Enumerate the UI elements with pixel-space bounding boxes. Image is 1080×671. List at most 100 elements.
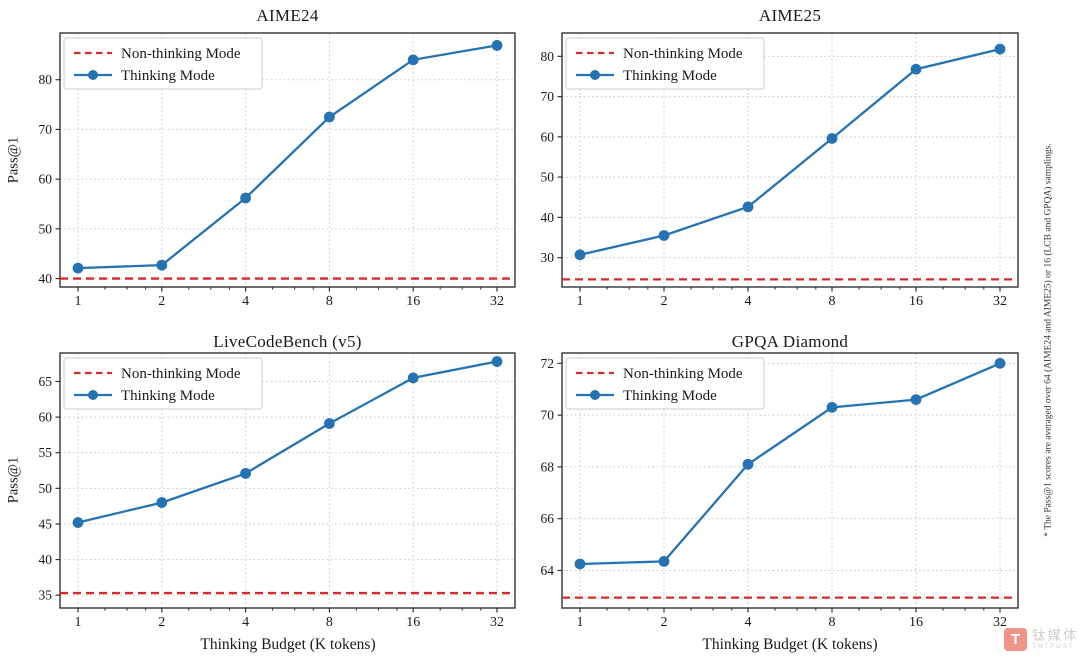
x-axis-label-livecodebench: Thinking Budget (K tokens) <box>200 636 376 653</box>
data-point <box>658 230 670 241</box>
tmtpost-logo-icon: T <box>1004 628 1027 651</box>
y-tick-label: 50 <box>39 481 53 496</box>
data-point <box>324 418 335 429</box>
plot-aime24: 1 2 4 8 16 32 40 50 60 70 80 Non-thinking Mode Think… <box>39 32 516 309</box>
data-point <box>491 356 503 367</box>
x-axis: 1 2 4 8 16 32 <box>577 608 1007 630</box>
y-tick-label: 65 <box>39 374 53 389</box>
data-point <box>240 192 252 204</box>
y-tick-label: 70 <box>39 122 53 137</box>
data-point <box>658 556 670 567</box>
chart-title-aime24: AIME24 <box>256 6 319 25</box>
x-tick-label: 32 <box>993 615 1007 630</box>
x-tick-label: 32 <box>490 615 504 630</box>
data-point <box>72 262 84 274</box>
x-axis: 1 2 4 8 16 32 <box>75 287 504 309</box>
footnote: * The Pass@1 scores are averaged over 64… <box>1043 143 1054 537</box>
x-tick-label: 8 <box>326 294 333 309</box>
y-tick-label: 80 <box>39 72 53 87</box>
plot-border <box>59 352 516 609</box>
data-point <box>826 401 838 413</box>
x-tick-label: 16 <box>406 294 420 309</box>
y-tick-label: 60 <box>541 129 555 144</box>
legend-label-non-thinking: Non-thinking Mode <box>623 46 743 62</box>
y-tick-label: 40 <box>39 552 53 567</box>
y-tick-label: 68 <box>541 459 555 474</box>
legend: Non-thinking Mode Thinking Mode <box>565 37 765 90</box>
legend-label-non-thinking: Non-thinking Mode <box>623 366 743 382</box>
legend-label-thinking: Thinking Mode <box>623 68 717 84</box>
tmtpost-logo-letter: T <box>1010 631 1021 648</box>
chart-title-livecodebench: LiveCodeBench (v5) <box>213 332 362 351</box>
y-tick-label: 50 <box>39 221 53 236</box>
x-tick-label: 8 <box>829 294 836 309</box>
data-point <box>407 372 419 384</box>
y-tick-label: 72 <box>541 356 555 371</box>
legend-label-thinking: Thinking Mode <box>121 388 215 404</box>
x-tick-label: 2 <box>158 615 165 630</box>
x-tick-label: 4 <box>745 615 752 630</box>
thinking-line <box>77 44 498 270</box>
y-tick-label: 40 <box>541 210 555 225</box>
data-point <box>994 357 1006 369</box>
y-tick-label: 55 <box>39 445 53 460</box>
watermark: T 钛媒体 TMTPOST <box>1004 628 1079 651</box>
x-axis-label-gpqa-diamond: Thinking Budget (K tokens) <box>702 636 878 653</box>
y-tick-label: 70 <box>541 408 555 423</box>
legend: Non-thinking Mode Thinking Mode <box>63 357 263 410</box>
x-tick-label: 16 <box>909 615 923 630</box>
gridlines <box>60 353 515 608</box>
x-tick-label: 32 <box>993 294 1007 309</box>
x-tick-label: 2 <box>158 294 165 309</box>
data-point <box>910 63 922 75</box>
x-tick-label: 1 <box>577 615 584 630</box>
chart-gpqa-diamond: GPQA Diamond 1 2 4 8 16 32 64 66 68 70 72 Non-think… <box>540 330 1080 671</box>
chart-title-aime25: AIME25 <box>758 6 822 25</box>
y-tick-label: 70 <box>541 89 555 104</box>
thinking-line <box>579 47 1001 256</box>
x-tick-label: 16 <box>406 615 420 630</box>
data-point <box>826 133 838 144</box>
data-point <box>156 259 168 271</box>
watermark-name-cn: 钛媒体 <box>1032 627 1079 643</box>
data-point <box>574 558 586 570</box>
plot-border <box>561 352 1019 609</box>
plot-gpqa-diamond: 1 2 4 8 16 32 64 66 68 70 72 Non-thinking Mode Think… <box>541 352 1019 630</box>
gridlines <box>562 353 1018 608</box>
x-tick-label: 4 <box>242 294 249 309</box>
y-tick-label: 66 <box>541 511 555 526</box>
x-tick-label: 32 <box>490 294 504 309</box>
data-point <box>72 517 84 528</box>
legend: Non-thinking Mode Thinking Mode <box>565 357 765 410</box>
x-tick-label: 1 <box>577 294 584 309</box>
y-axis: 35 40 45 50 55 60 65 <box>39 374 60 603</box>
x-tick-label: 4 <box>242 615 249 630</box>
x-tick-label: 1 <box>75 294 82 309</box>
data-point <box>240 467 252 479</box>
x-tick-label: 8 <box>326 615 333 630</box>
y-tick-label: 45 <box>39 516 53 531</box>
chart-aime24: AIME24 Pass@1 1 2 4 8 16 32 40 50 60 70 80 Non-thin… <box>0 0 540 330</box>
x-tick-label: 2 <box>661 615 668 630</box>
legend: Non-thinking Mode Thinking Mode <box>63 37 263 90</box>
chart-title-gpqa-diamond: GPQA Diamond <box>731 332 849 351</box>
data-point <box>407 54 419 66</box>
y-tick-label: 60 <box>39 410 53 425</box>
y-axis: 30 40 50 60 70 80 <box>541 49 562 265</box>
x-tick-label: 4 <box>745 294 752 309</box>
y-tick-label: 64 <box>541 563 555 578</box>
y-axis: 64 66 68 70 72 <box>541 356 562 578</box>
thinking-line <box>77 360 498 524</box>
x-tick-label: 1 <box>75 615 82 630</box>
chart-aime25: AIME25 1 2 4 8 16 32 30 40 50 60 70 80 Non-thinking … <box>540 0 1080 330</box>
y-tick-label: 80 <box>541 49 555 64</box>
plot-livecodebench: 1 2 4 8 16 32 35 40 45 50 55 60 65 Non-thinking Mode T… <box>39 352 516 630</box>
x-axis: 1 2 4 8 16 32 <box>577 287 1007 309</box>
y-tick-label: 50 <box>541 170 555 185</box>
plot-aime25: 1 2 4 8 16 32 30 40 50 60 70 80 Non-thinking Mode Thi… <box>541 32 1019 309</box>
legend-label-thinking: Thinking Mode <box>623 388 717 404</box>
x-tick-label: 8 <box>829 615 836 630</box>
gridlines <box>562 33 1018 287</box>
y-axis: 40 50 60 70 80 <box>39 72 60 286</box>
